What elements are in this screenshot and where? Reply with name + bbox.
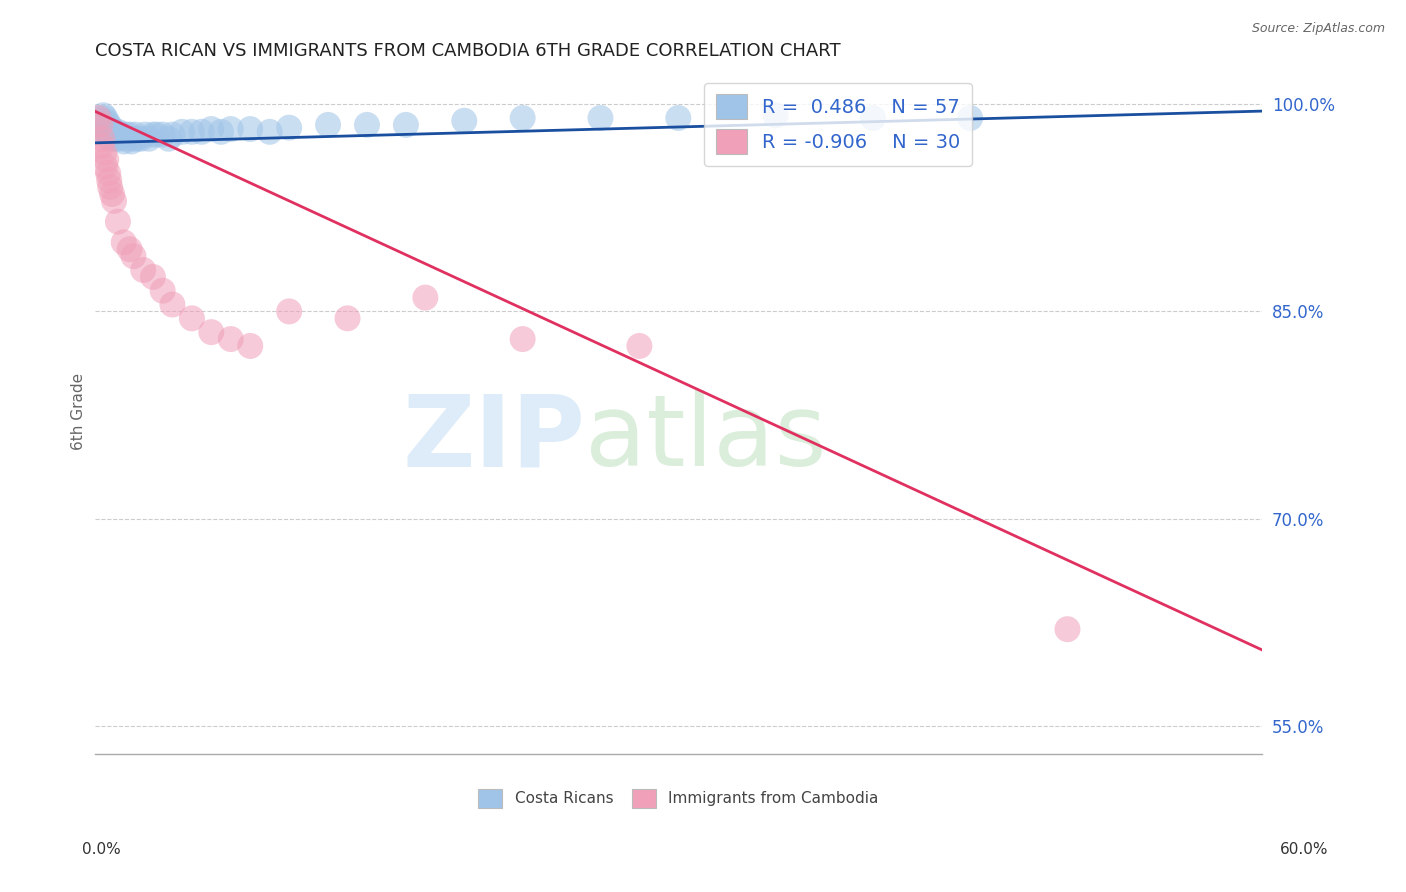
Point [89, 111, 111, 125]
Point [336, 311, 359, 326]
Point [98, 173, 121, 187]
Point [101, 125, 124, 139]
Point [96, 153, 118, 167]
Point [180, 125, 202, 139]
Point [94, 159, 117, 173]
Point [114, 128, 136, 142]
Point [101, 128, 124, 142]
Point [89, 118, 111, 132]
Point [219, 122, 242, 136]
Point [316, 118, 339, 132]
Point [278, 304, 301, 318]
Point [91, 108, 114, 122]
Legend: Costa Ricans, Immigrants from Cambodia: Costa Ricans, Immigrants from Cambodia [472, 782, 884, 814]
Point [765, 108, 787, 122]
Point [117, 132, 139, 146]
Point [93, 118, 115, 132]
Point [512, 332, 534, 346]
Point [453, 113, 475, 128]
Text: 0.0%: 0.0% [82, 842, 121, 856]
Point [152, 128, 174, 142]
Point [239, 122, 262, 136]
Point [111, 128, 134, 142]
Point [219, 332, 242, 346]
Point [94, 111, 117, 125]
Point [91, 132, 114, 146]
Point [101, 186, 124, 201]
Point [190, 125, 212, 139]
Point [98, 180, 121, 194]
Point [589, 111, 612, 125]
Text: atlas: atlas [585, 391, 827, 487]
Point [200, 325, 222, 339]
Point [162, 128, 184, 142]
Point [103, 132, 125, 146]
Point [97, 166, 120, 180]
Point [200, 122, 222, 136]
Point [666, 111, 689, 125]
Text: Source: ZipAtlas.com: Source: ZipAtlas.com [1251, 22, 1385, 36]
Point [239, 339, 262, 353]
Point [108, 132, 131, 146]
Point [162, 297, 184, 311]
Point [152, 284, 174, 298]
Point [121, 135, 143, 149]
Point [138, 132, 160, 146]
Point [157, 132, 180, 146]
Point [107, 214, 129, 228]
Point [103, 194, 125, 208]
Point [96, 125, 118, 139]
Y-axis label: 6th Grade: 6th Grade [72, 373, 86, 450]
Point [146, 128, 169, 142]
Point [98, 132, 121, 146]
Point [93, 145, 115, 160]
Point [90, 138, 112, 153]
Point [142, 128, 165, 142]
Point [107, 125, 129, 139]
Point [127, 132, 149, 146]
Point [105, 132, 128, 146]
Point [97, 128, 120, 142]
Point [112, 235, 135, 250]
Point [278, 120, 301, 135]
Point [87, 111, 110, 125]
Point [96, 115, 118, 129]
Point [118, 128, 141, 142]
Point [356, 118, 378, 132]
Point [129, 132, 152, 146]
Point [395, 118, 418, 132]
Point [104, 128, 127, 142]
Point [180, 311, 202, 326]
Point [118, 242, 141, 256]
Point [628, 339, 651, 353]
Point [862, 111, 884, 125]
Text: ZIP: ZIP [402, 391, 585, 487]
Text: 60.0%: 60.0% [1281, 842, 1329, 856]
Point [112, 135, 135, 149]
Point [512, 111, 534, 125]
Point [100, 122, 122, 136]
Point [122, 132, 145, 146]
Point [90, 113, 112, 128]
Point [415, 291, 437, 305]
Point [124, 128, 146, 142]
Point [132, 263, 155, 277]
Point [122, 249, 145, 263]
Point [87, 118, 110, 132]
Point [209, 125, 232, 139]
Point [959, 111, 981, 125]
Text: COSTA RICAN VS IMMIGRANTS FROM CAMBODIA 6TH GRADE CORRELATION CHART: COSTA RICAN VS IMMIGRANTS FROM CAMBODIA … [94, 42, 841, 60]
Point [134, 128, 156, 142]
Point [172, 125, 194, 139]
Point [91, 122, 114, 136]
Point [98, 118, 121, 132]
Point [1056, 622, 1078, 636]
Point [104, 125, 127, 139]
Point [142, 269, 165, 284]
Point [259, 125, 281, 139]
